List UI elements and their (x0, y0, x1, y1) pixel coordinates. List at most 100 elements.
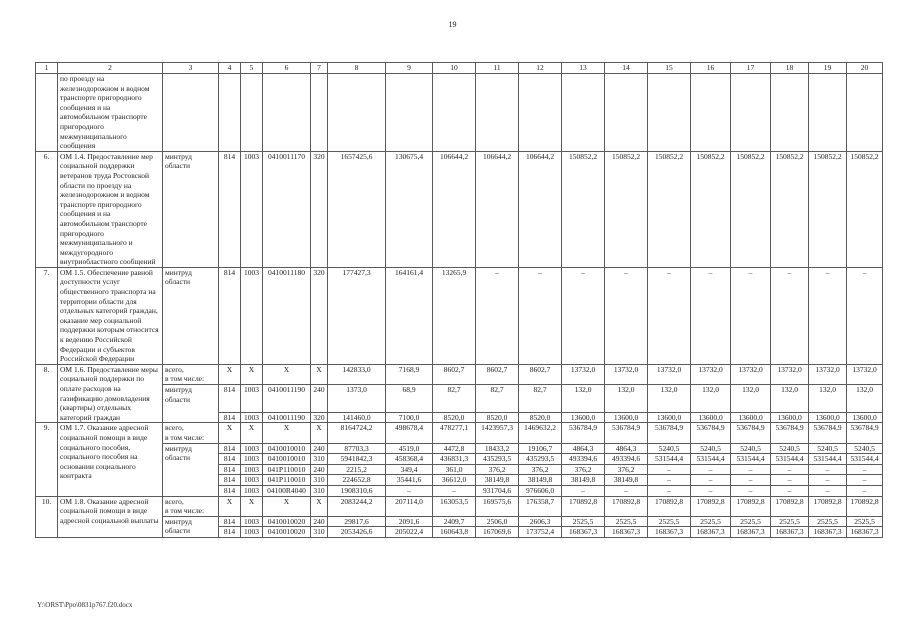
table-cell: всего, в том числе: (162, 495, 219, 517)
table-cell: – (561, 484, 605, 497)
table-cell: 2215,2 (327, 463, 386, 476)
column-header: 4 (218, 62, 241, 74)
table-cell: 1003 (240, 484, 263, 497)
table-cell: 0410010010 (262, 453, 311, 465)
table-cell: 0410011170 (262, 150, 311, 268)
table-cell: – (730, 266, 771, 365)
table-cell: 168367,3 (846, 526, 883, 538)
column-header: 13 (561, 62, 605, 74)
table-cell (475, 73, 519, 152)
table-cell: 132,0 (808, 384, 847, 413)
table-cell: 132,0 (604, 384, 648, 413)
table-cell: 0410010020 (262, 515, 311, 528)
table-cell: – (770, 474, 809, 486)
table-cell: 168367,3 (808, 526, 847, 538)
table-cell: – (846, 266, 883, 365)
table-cell: 2606,3 (518, 515, 562, 528)
table-cell: 2091,6 (385, 515, 433, 528)
table-cell: 7168,9 (385, 363, 433, 386)
table-cell: 435293,5 (518, 453, 562, 465)
table-cell: 310 (310, 453, 328, 465)
table-cell: 8602,7 (432, 363, 476, 386)
table-cell: минтруд области (162, 150, 219, 268)
table-cell: Х (310, 422, 328, 444)
table-cell: 2525,5 (647, 515, 691, 528)
table-cell: 10. (35, 495, 58, 538)
table-cell: 531544,4 (808, 453, 847, 465)
table-cell: 2525,5 (808, 515, 847, 528)
table-cell: 4864,3 (604, 442, 648, 455)
table-cell: 531544,4 (690, 453, 731, 465)
table-cell: – (475, 266, 519, 365)
table-cell: 536784,9 (770, 422, 809, 444)
table-cell: ОМ 1.6. Предоставление меры социальной п… (57, 363, 163, 424)
column-header: 1 (35, 62, 58, 74)
table-cell: – (385, 484, 433, 497)
table-cell: 531544,4 (730, 453, 771, 465)
table-cell: 240 (310, 515, 328, 528)
table-cell: 13600,0 (690, 411, 731, 424)
table-cell: 536784,9 (846, 422, 883, 444)
table-cell: 2525,5 (730, 515, 771, 528)
table-header-row: 1 2 3 4 5 6 7 8 9 10 11 12 13 14 15 16 17 18 19 20 (35, 62, 883, 74)
table-cell (730, 73, 771, 152)
table-row: 814 1003 041P110010 310 224652,8 35441,6 36612… (36, 474, 883, 486)
table-cell: 132,0 (846, 384, 883, 413)
table-cell (518, 73, 562, 152)
table-cell: 1657425,6 (327, 150, 386, 268)
table-cell: – (846, 463, 883, 476)
table-cell: 13600,0 (770, 411, 809, 424)
column-header: 20 (846, 62, 883, 74)
table-cell: 141460,0 (327, 411, 386, 424)
table-cell (846, 73, 883, 152)
table-cell: 168367,3 (561, 526, 605, 538)
table-cell: 320 (310, 266, 328, 365)
table-row: минтруд области 814 1003 0410010020 240 29817… (36, 515, 883, 538)
table-cell: 041P110010 (262, 463, 311, 476)
table-cell: 13732,0 (808, 363, 847, 386)
column-header: 16 (690, 62, 731, 74)
table-cell (262, 73, 311, 152)
table-cell: 531544,4 (647, 453, 691, 465)
table-cell: 814 (218, 463, 241, 476)
table-cell: – (770, 266, 809, 365)
table-cell: 13600,0 (604, 411, 648, 424)
table-cell: Х (218, 495, 241, 517)
table-cell: Х (240, 363, 263, 386)
table-cell (162, 73, 219, 152)
table-cell: всего, в том числе: (162, 422, 219, 444)
table-cell: 8602,7 (518, 363, 562, 386)
table-cell: 310 (310, 474, 328, 486)
table-cell (770, 73, 809, 152)
page-number: 19 (448, 20, 457, 29)
table-cell: 132,0 (647, 384, 691, 413)
table-cell: Х (310, 495, 328, 517)
table-cell: 814 (218, 384, 241, 413)
table-cell: 2525,5 (604, 515, 648, 528)
table-cell: 38149,8 (561, 474, 605, 486)
table-cell: 310 (310, 526, 328, 538)
table-cell: 13265,9 (432, 266, 476, 365)
table-row: минтруд области 814 1003 0410010010 240 87703… (36, 442, 883, 497)
table-cell: 478277,1 (432, 422, 476, 444)
table-cell: 205022,4 (385, 526, 433, 538)
table-cell: 5240,5 (770, 442, 809, 455)
table-cell: 0410011180 (262, 266, 311, 365)
table-cell: 170892,8 (846, 495, 883, 517)
table-cell: 13600,0 (647, 411, 691, 424)
table-cell: 536784,9 (808, 422, 847, 444)
table-cell: 168367,3 (770, 526, 809, 538)
column-header: 18 (770, 62, 809, 74)
table-cell: 2506,0 (475, 515, 519, 528)
table-cell: 170892,8 (730, 495, 771, 517)
table-cell: – (808, 474, 847, 486)
table-cell: 458368,4 (385, 453, 433, 465)
table-cell: 160643,8 (432, 526, 476, 538)
table-cell: 349,4 (385, 463, 433, 476)
table-cell: 0410011190 (262, 384, 311, 413)
table-cell: 36612,0 (432, 474, 476, 486)
table-cell: 376,2 (604, 463, 648, 476)
table-cell: 150852,2 (647, 150, 691, 268)
table-cell: 4519,0 (385, 442, 433, 455)
table-cell: 814 (218, 150, 241, 268)
